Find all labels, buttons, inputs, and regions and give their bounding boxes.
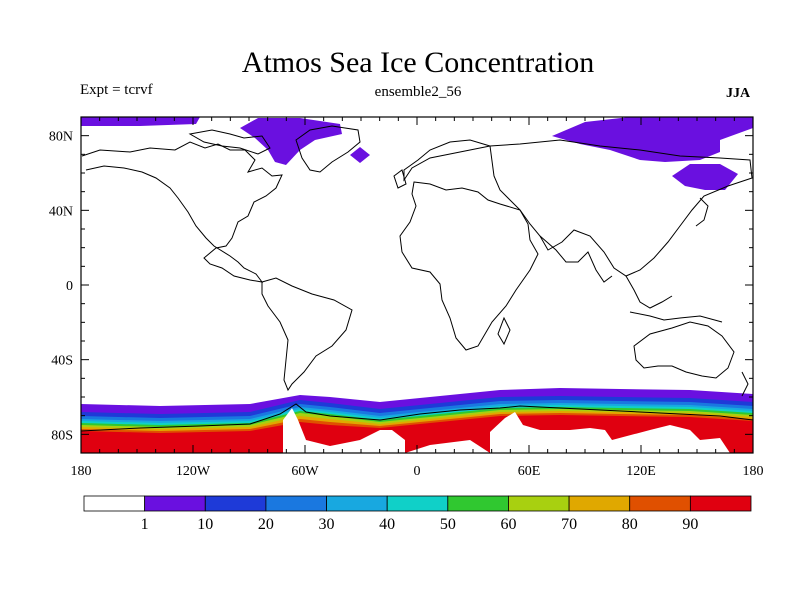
lon-label: 120E <box>626 464 656 479</box>
colorbar-swatch <box>447 495 509 512</box>
lon-label: 120W <box>176 464 211 479</box>
colorbar-level-label: 1 <box>141 516 149 533</box>
colorbar-swatch <box>508 495 570 512</box>
lat-label: 40N <box>49 204 73 219</box>
colorbar-level-label: 30 <box>319 516 335 533</box>
indonesia-coast <box>629 311 723 323</box>
colorbar-level-label: 90 <box>682 516 698 533</box>
japan-coast <box>695 197 709 227</box>
lat-label: 80S <box>51 428 73 443</box>
colorbar-swatch <box>629 495 691 512</box>
lon-label: 60W <box>291 464 319 479</box>
colorbar-level-label: 10 <box>197 516 213 533</box>
colorbar-swatch <box>144 495 206 512</box>
asia-coast <box>489 139 753 277</box>
colorbar-level-label: 20 <box>258 516 274 533</box>
colorbar-swatch <box>568 495 631 512</box>
colorbar-level-label: 40 <box>379 516 395 533</box>
colorbar-level-label: 50 <box>440 516 456 533</box>
antarctic-ice <box>81 388 753 453</box>
madagascar-coast <box>497 316 511 346</box>
lat-label: 40S <box>51 354 73 369</box>
colorbar-swatch <box>265 495 327 512</box>
arabia-india-coast <box>539 235 613 283</box>
canadian-islands-coast <box>188 129 271 155</box>
colorbar-swatch <box>386 495 449 512</box>
colorbar-level-label: 60 <box>500 516 516 533</box>
colorbar-swatch <box>326 495 388 512</box>
lat-label: 80N <box>49 130 73 145</box>
longitude-labels: 180 120W 60W 0 60E 120E 180 <box>71 464 764 479</box>
lon-label: 180 <box>743 464 764 479</box>
greenland-coast <box>295 125 361 173</box>
arctic-ice <box>81 117 753 190</box>
colorbar-labels: 1 10 20 30 40 50 60 70 80 90 <box>141 516 699 533</box>
uk-coast <box>393 169 407 189</box>
ensemble-label: ensemble2_56 <box>374 84 462 100</box>
map-title: Atmos Sea Ice Concentration <box>241 46 595 79</box>
axis-ticks <box>80 116 754 454</box>
experiment-label: Expt = tcrvf <box>80 82 153 98</box>
lon-label: 0 <box>414 464 421 479</box>
colorbar-swatch <box>204 495 267 512</box>
colorbar-level-label: 80 <box>622 516 638 533</box>
colorbar <box>83 495 752 512</box>
ice-concentration-fill <box>81 117 753 453</box>
new-zealand-coast <box>741 371 749 397</box>
coastlines <box>81 125 753 432</box>
europe-africa-coast <box>399 139 539 351</box>
colorbar-swatch <box>689 495 752 512</box>
colorbar-level-label: 70 <box>561 516 577 533</box>
south-america-coast <box>261 277 353 392</box>
australia-coast <box>633 321 735 379</box>
season-label: JJA <box>726 86 751 101</box>
latitude-labels: 80N 40N 0 40S 80S <box>49 130 73 444</box>
lon-label: 180 <box>71 464 92 479</box>
antarctica-coast <box>81 403 753 432</box>
southeast-asia-coast <box>625 275 673 309</box>
north-america-coast <box>81 141 283 283</box>
lat-label: 0 <box>66 279 73 294</box>
colorbar-swatch <box>83 495 146 512</box>
lon-label: 60E <box>518 464 541 479</box>
